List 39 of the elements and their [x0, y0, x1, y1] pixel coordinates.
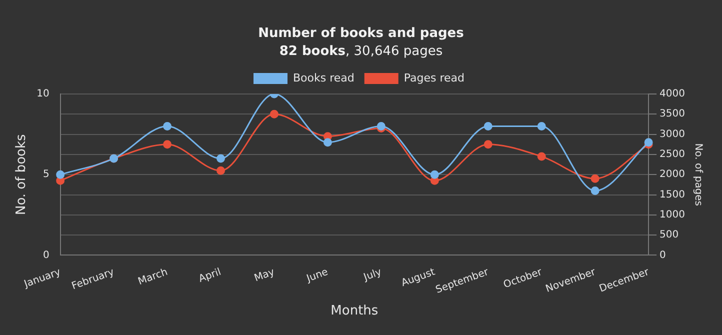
- point: [216, 154, 225, 163]
- x-axis-title: Months: [330, 304, 378, 319]
- x-tick-label: April: [197, 266, 223, 285]
- point: [537, 152, 546, 161]
- y2-tick-label: 1500: [660, 189, 686, 200]
- y2-tick-label: 0: [660, 250, 666, 261]
- chart-subtitle: 82 books, 30,646 pages: [278, 44, 444, 59]
- x-tick-label: May: [252, 266, 276, 284]
- chart-title: Number of books and pages: [257, 26, 465, 41]
- point: [590, 186, 600, 195]
- legend-label: Books read: [293, 71, 354, 84]
- point: [484, 122, 492, 130]
- point: [430, 170, 439, 179]
- y-axis-title: No. of books: [14, 134, 30, 216]
- x-tick-label: June: [304, 266, 330, 285]
- y-tick-label: 5: [42, 169, 50, 180]
- x-tick-label: July: [362, 266, 384, 284]
- x-tick-label: March: [136, 266, 170, 288]
- y2-tick-label: 500: [660, 230, 679, 241]
- point: [56, 170, 65, 179]
- y2-tick-label: 4000: [660, 88, 686, 100]
- point: [537, 122, 546, 130]
- y2-tick-label: 3000: [660, 128, 686, 140]
- y2-tick-label: 2500: [660, 149, 686, 160]
- point: [163, 140, 172, 149]
- y2-tick-label: 2000: [660, 169, 686, 180]
- y-tick-label: 0: [42, 250, 50, 261]
- point: [216, 166, 225, 175]
- point: [484, 140, 492, 149]
- point: [163, 122, 172, 130]
- y2-tick-label: 3500: [660, 108, 686, 120]
- point: [376, 122, 386, 130]
- legend-label: Pages read: [404, 71, 465, 84]
- point: [270, 110, 278, 118]
- point: [323, 138, 332, 147]
- y2-tick-label: 1000: [660, 210, 686, 221]
- y2-axis-title: No. of pages: [692, 143, 704, 206]
- point: [590, 174, 600, 183]
- y-tick-label: 10: [36, 88, 50, 100]
